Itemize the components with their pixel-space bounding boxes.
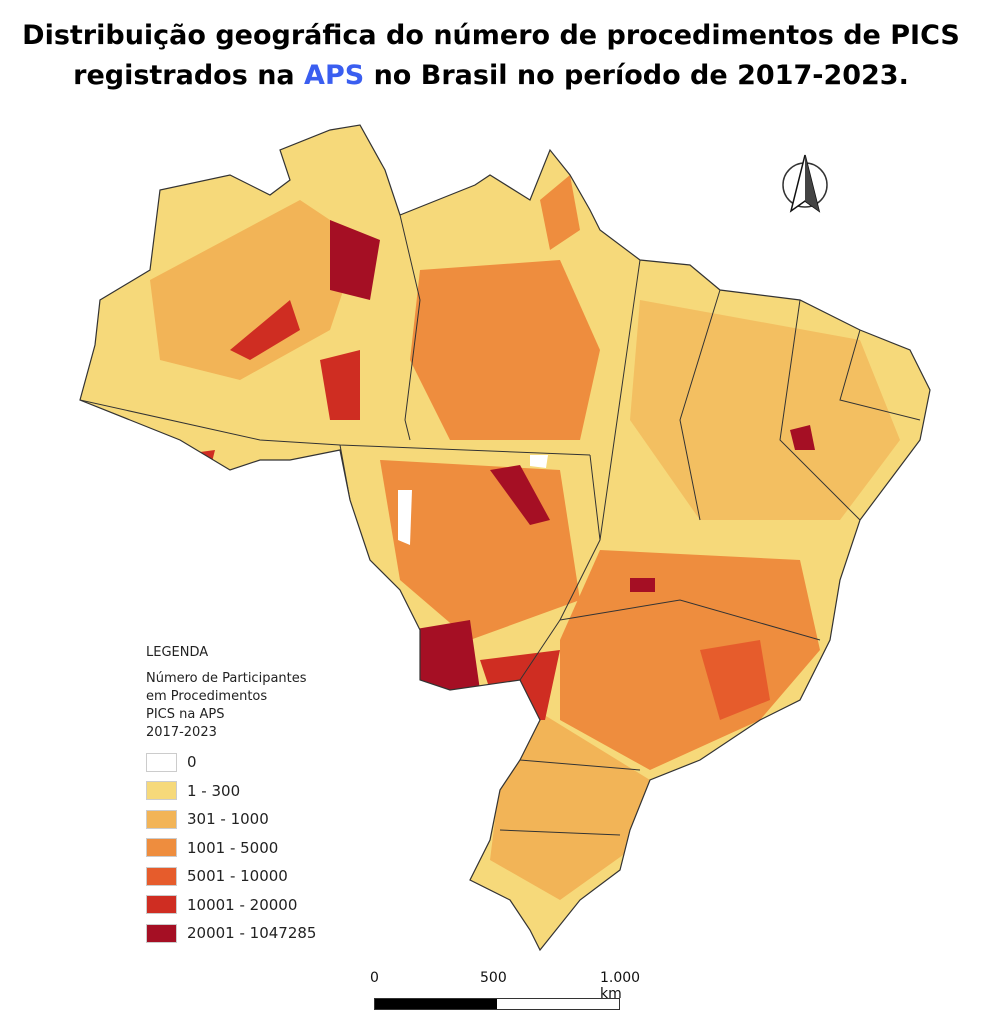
region-class-6 bbox=[630, 578, 655, 592]
region-class-5 bbox=[178, 450, 215, 470]
region-class-6 bbox=[330, 220, 380, 300]
region-class-6 bbox=[410, 620, 480, 690]
legend-swatch bbox=[146, 809, 177, 829]
legend-item: 5001 - 10000 bbox=[146, 862, 316, 891]
legend-label: 0 bbox=[187, 753, 197, 772]
region-class-6 bbox=[490, 465, 550, 525]
scale-bar-graphic bbox=[374, 998, 620, 1010]
scale-label: 500 bbox=[480, 970, 507, 986]
title-text: registrados na bbox=[73, 60, 305, 91]
region-class-2 bbox=[490, 700, 650, 900]
legend-heading: LEGENDA bbox=[146, 645, 209, 660]
title-line-2: registrados na APS no Brasil no período … bbox=[0, 56, 982, 96]
region-class-3 bbox=[560, 550, 820, 770]
scale-label: 0 bbox=[370, 970, 379, 986]
legend-item: 0 bbox=[146, 748, 316, 777]
title-text: no Brasil no período de 2017-2023. bbox=[364, 60, 909, 91]
legend-label: 301 - 1000 bbox=[187, 810, 269, 829]
legend-label: 10001 - 20000 bbox=[187, 895, 298, 914]
legend-swatch bbox=[146, 752, 177, 772]
state-borders bbox=[80, 214, 921, 836]
legend-subtitle-line: em Procedimentos bbox=[146, 689, 268, 704]
region-class-2 bbox=[630, 300, 900, 520]
north-arrow-icon bbox=[782, 154, 828, 213]
region-class-0 bbox=[530, 455, 548, 468]
region-class-3 bbox=[410, 260, 600, 440]
title-line-1: Distribuição geográfica do número de pro… bbox=[22, 20, 960, 51]
legend-item: 20001 - 1047285 bbox=[146, 919, 316, 948]
legend-item: 1001 - 5000 bbox=[146, 834, 316, 863]
legend-swatch bbox=[146, 781, 177, 801]
legend-label: 1001 - 5000 bbox=[187, 838, 279, 857]
legend-label: 1 - 300 bbox=[187, 781, 241, 800]
legend-subtitle-line: Número de Participantes bbox=[146, 671, 307, 686]
legend-swatch bbox=[146, 895, 177, 915]
legend-swatch bbox=[146, 838, 177, 858]
legend-item: 1 - 300 bbox=[146, 777, 316, 806]
legend-label: 20001 - 1047285 bbox=[187, 924, 317, 943]
municipality-classes bbox=[150, 175, 900, 900]
region-class-3 bbox=[540, 175, 580, 250]
legend-subtitle-line: 2017-2023 bbox=[146, 725, 217, 740]
title-highlight: APS bbox=[304, 60, 365, 91]
legend-swatch bbox=[146, 923, 177, 943]
map-legend: LEGENDA Número de Participantes em Proce… bbox=[146, 645, 316, 948]
region-class-6 bbox=[790, 425, 815, 450]
map-title: Distribuição geográfica do número de pro… bbox=[0, 16, 982, 96]
region-class-5 bbox=[320, 350, 360, 420]
legend-swatch bbox=[146, 866, 177, 886]
legend-subtitle-line: PICS na APS bbox=[146, 707, 225, 722]
region-class-2 bbox=[150, 200, 360, 380]
region-class-5 bbox=[230, 300, 300, 360]
legend-item: 10001 - 20000 bbox=[146, 891, 316, 920]
region-class-4 bbox=[700, 640, 770, 720]
region-class-0 bbox=[398, 490, 412, 545]
legend-label: 5001 - 10000 bbox=[187, 867, 288, 886]
legend-subtitle: Número de Participantes em Procedimentos… bbox=[146, 670, 316, 742]
legend-item: 301 - 1000 bbox=[146, 805, 316, 834]
